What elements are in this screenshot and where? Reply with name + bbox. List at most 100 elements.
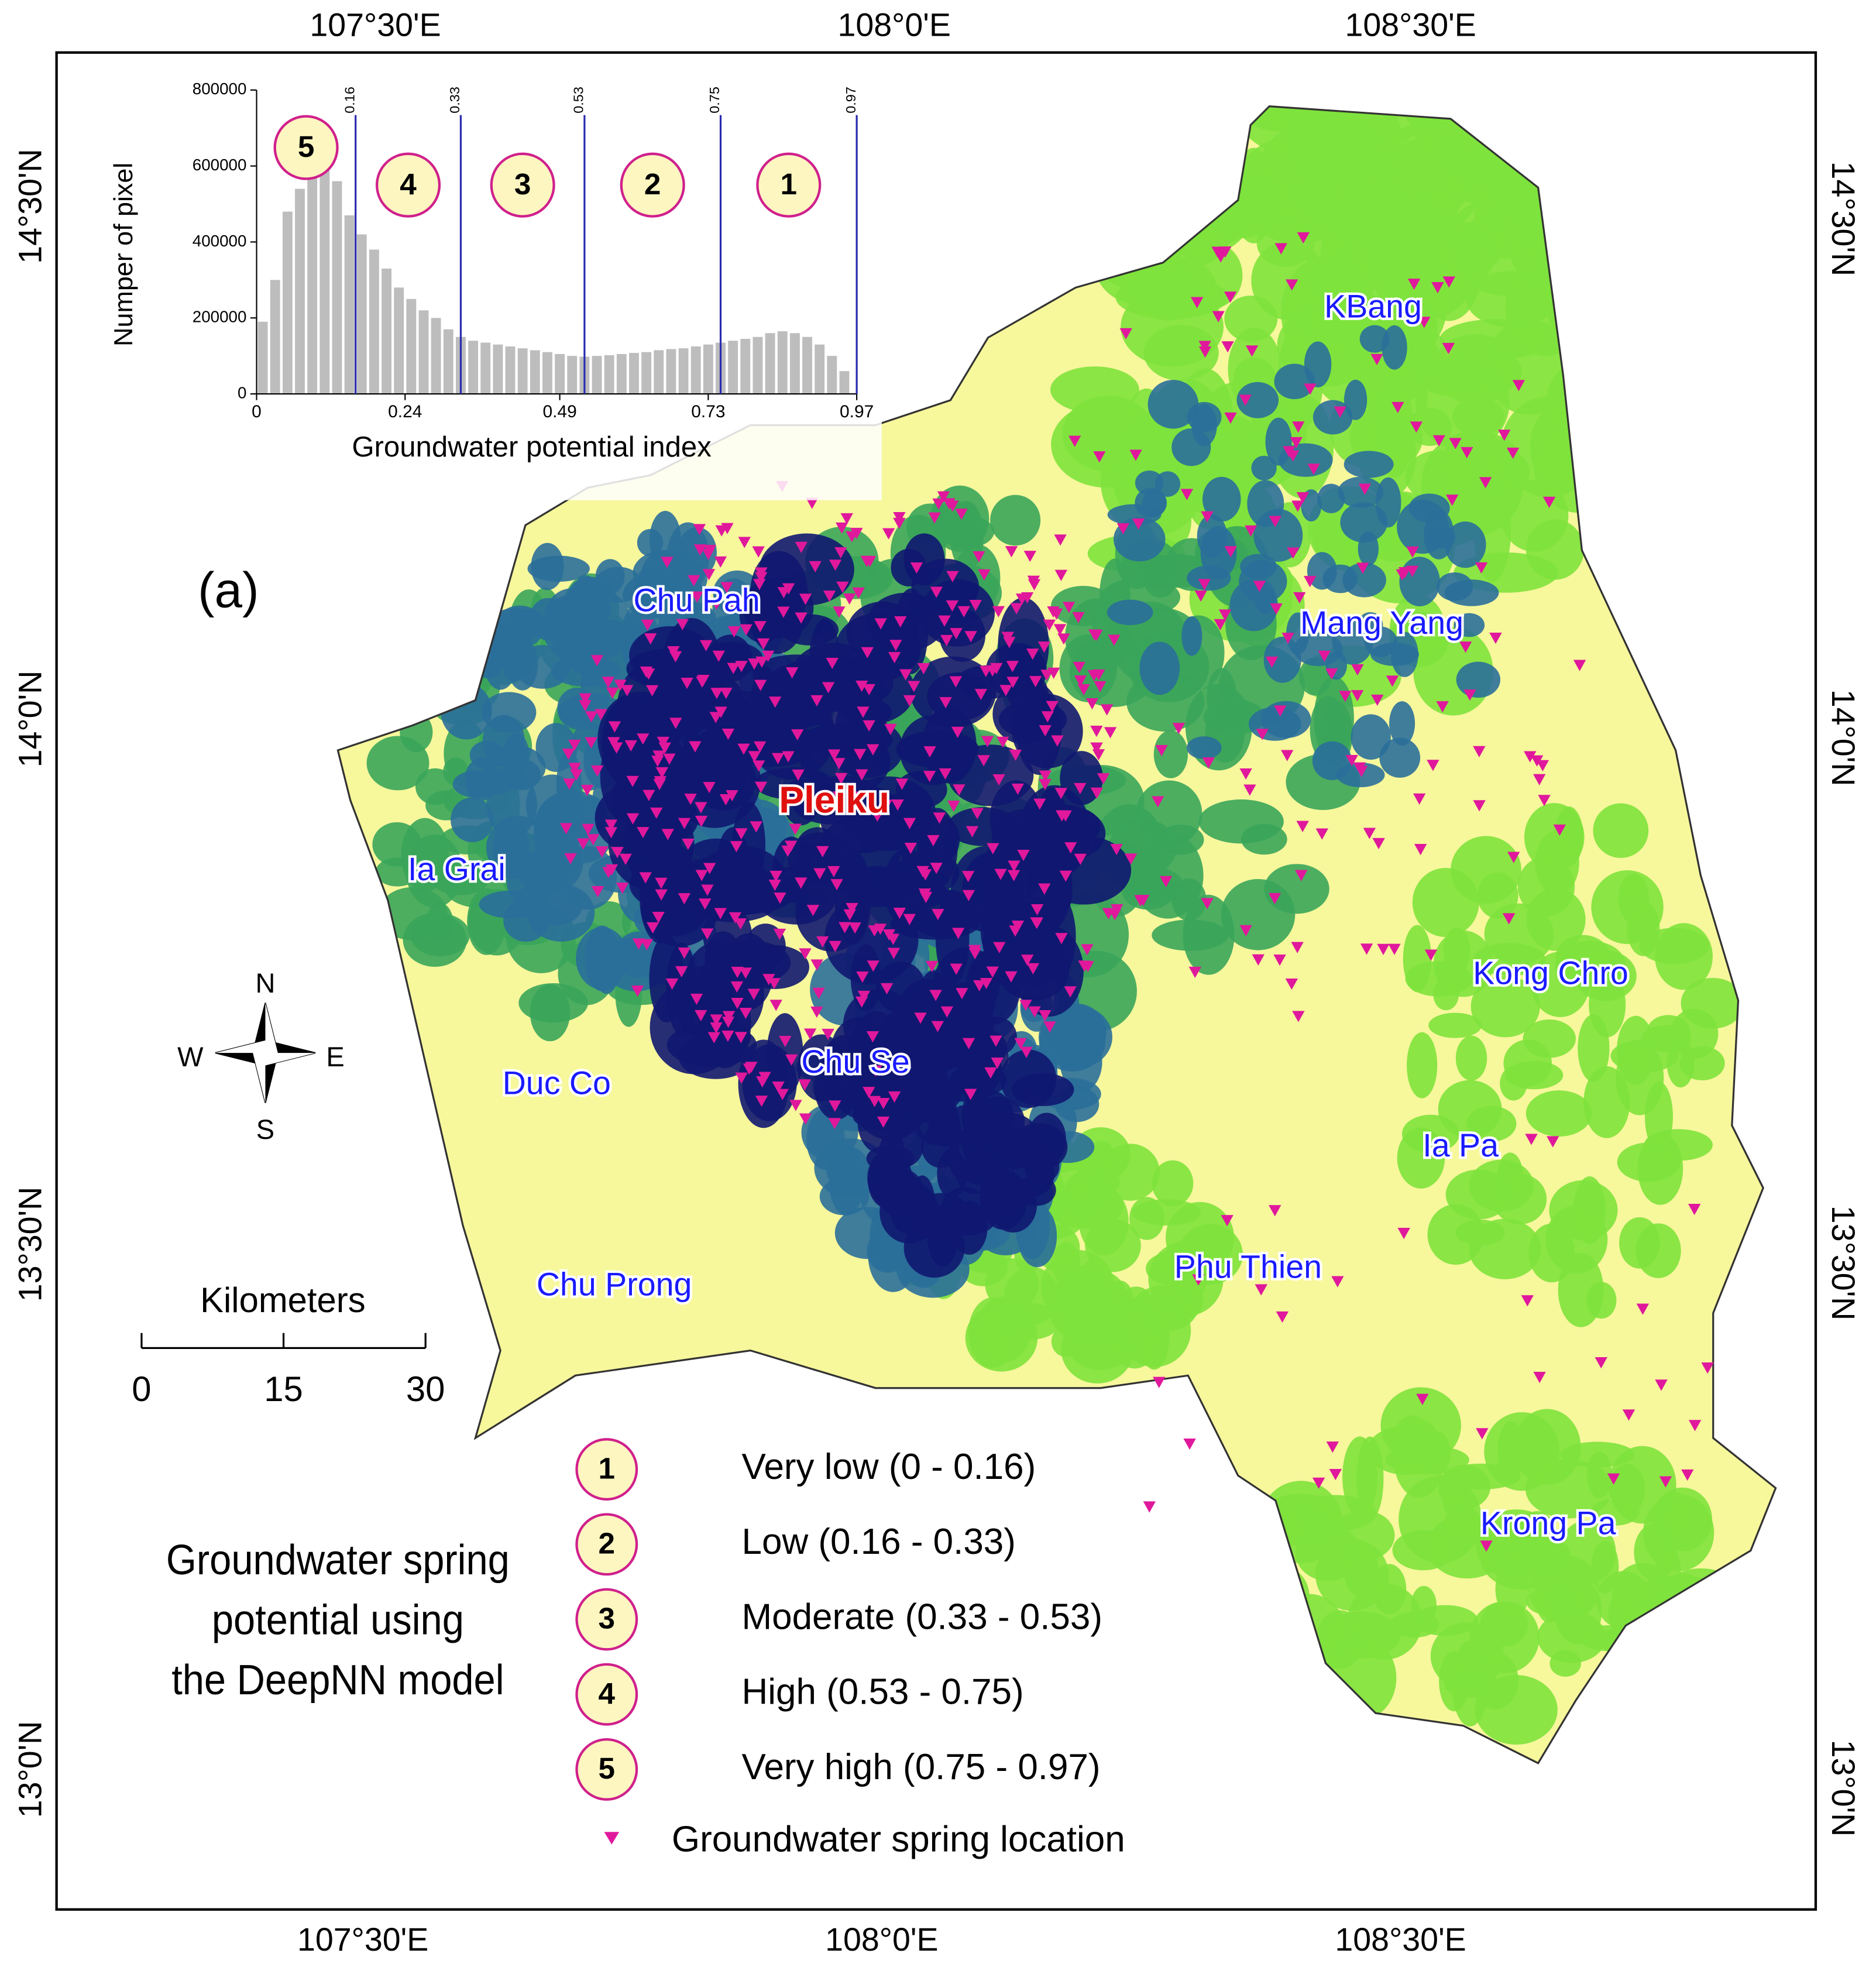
spring-marker: [895, 778, 909, 790]
spring-marker: [953, 784, 966, 796]
class-area: [787, 832, 855, 885]
class-area: [1646, 1015, 1691, 1051]
latitude-label: 13°30'N: [1825, 1206, 1861, 1321]
class-area: [1202, 476, 1241, 522]
class-area: [1412, 867, 1479, 938]
class-area: [920, 579, 995, 647]
class-area: [1146, 1251, 1201, 1286]
class-break-label: 0.53: [571, 87, 586, 114]
histogram-bar: [592, 356, 602, 394]
spring-marker: [773, 928, 786, 940]
class-badge: [756, 152, 822, 218]
histogram-bar: [394, 287, 404, 394]
spring-marker: [955, 509, 968, 520]
spring-marker: [1020, 1046, 1033, 1058]
spring-marker: [626, 813, 640, 825]
spring-marker: [806, 905, 820, 916]
spring-marker: [1391, 401, 1404, 414]
class-area: [1240, 554, 1277, 579]
class-area: [998, 700, 1067, 739]
class-area: [1358, 531, 1379, 567]
spring-marker: [637, 733, 650, 745]
spring-marker: [791, 729, 804, 741]
class-area: [980, 1168, 1021, 1217]
histogram-inset: 0 200000 400000 600000 800000 0 0.24 0.49 0.73 0.…: [106, 65, 882, 500]
class-area: [1593, 803, 1649, 858]
spring-marker: [834, 773, 848, 785]
class-area: [1186, 736, 1222, 760]
spring-marker: [753, 579, 766, 591]
class-area: [1424, 509, 1454, 559]
spring-marker: [734, 918, 747, 930]
spring-marker: [908, 681, 920, 692]
spring-marker: [971, 808, 984, 819]
spring-marker: [651, 756, 664, 767]
spring-marker: [1039, 725, 1052, 737]
spring-marker: [667, 646, 680, 658]
spring-marker: [727, 626, 741, 638]
class-area: [946, 982, 981, 1018]
x-tick-label: 0.24: [388, 402, 422, 421]
spring-marker: [899, 669, 912, 681]
spring-marker: [1124, 853, 1138, 865]
spring-marker: [1372, 837, 1385, 850]
spring-marker: [1198, 346, 1212, 358]
spring-marker: [1325, 668, 1338, 680]
class-area: [1471, 1652, 1519, 1709]
spring-marker: [739, 1007, 753, 1019]
spring-marker: [977, 755, 990, 767]
spring-marker: [903, 695, 916, 707]
spring-marker: [570, 769, 583, 781]
spring-marker: [703, 863, 716, 874]
spring-marker: [863, 684, 875, 696]
spring-marker: [893, 517, 906, 529]
spring-marker: [768, 696, 782, 708]
spring-marker: [1053, 624, 1067, 636]
histogram-bar: [344, 215, 355, 394]
spring-marker: [608, 721, 621, 733]
class-area: [739, 586, 786, 643]
histogram-bar: [418, 310, 429, 394]
spring-marker: [871, 810, 884, 822]
class-area: [990, 495, 1041, 546]
class-area: [850, 944, 882, 1012]
spring-marker: [1303, 576, 1317, 588]
spring-marker: [729, 912, 742, 924]
class-area: [1493, 1173, 1547, 1225]
spring-marker: [903, 914, 916, 925]
spring-marker: [980, 665, 992, 678]
spring-marker: [1029, 676, 1042, 688]
place-label: Phu Thien: [1174, 1248, 1322, 1285]
spring-marker: [869, 1065, 882, 1077]
spring-marker: [863, 1087, 875, 1099]
spring-marker: [1212, 311, 1225, 322]
spring-marker: [1636, 1303, 1650, 1315]
spring-marker: [644, 633, 657, 645]
class-area: [1155, 471, 1181, 497]
spring-marker: [968, 945, 981, 956]
spring-marker: [813, 868, 826, 880]
spring-marker: [747, 988, 760, 1000]
spring-marker: [1318, 650, 1331, 662]
spring-marker: [690, 993, 703, 1005]
spring-marker: [1245, 345, 1259, 357]
spring-marker: [1023, 551, 1036, 562]
spring-marker: [1290, 437, 1303, 449]
class-area: [1390, 631, 1418, 677]
spring-marker: [1063, 602, 1076, 613]
class-area: [629, 857, 714, 911]
spring-marker: [1047, 667, 1060, 679]
compass-rose: [215, 1003, 315, 1103]
histogram-bar: [666, 349, 676, 394]
spring-marker: [916, 866, 929, 877]
histogram-bar: [480, 342, 491, 394]
spring-marker: [1386, 675, 1399, 687]
spring-marker: [669, 718, 682, 729]
class-area: [1135, 488, 1167, 518]
histogram-bar: [270, 280, 280, 394]
spring-marker: [721, 1017, 735, 1028]
place-label: Chu Se: [801, 1043, 909, 1080]
spring-marker: [1410, 421, 1423, 433]
class-area: [1549, 1650, 1581, 1677]
